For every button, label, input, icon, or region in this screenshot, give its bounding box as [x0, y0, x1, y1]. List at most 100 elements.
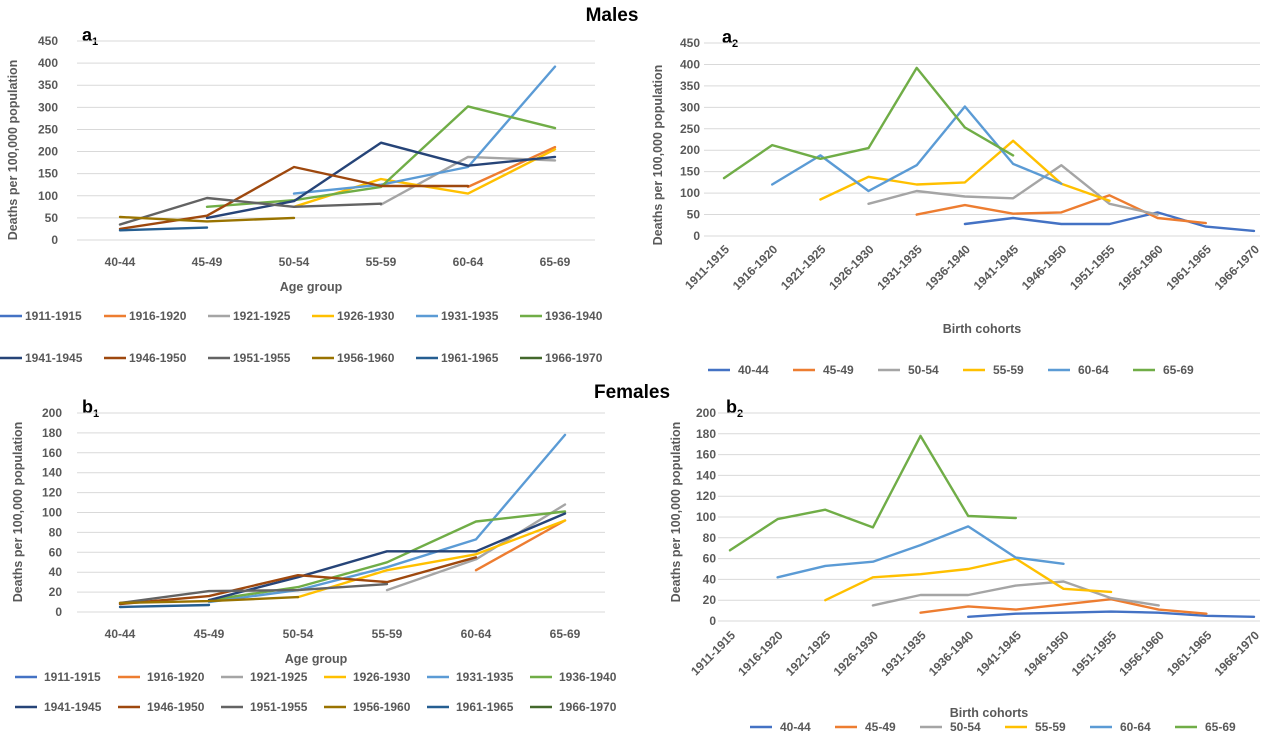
x-tick-label: 1966-1970 [1212, 628, 1263, 679]
legend-label: 1966-1970 [559, 700, 617, 714]
legend-label: 65-69 [1163, 363, 1194, 377]
y-tick-label: 200 [38, 145, 58, 159]
series-line-1921-1925 [385, 503, 567, 592]
x-tick-label: 1921-1925 [783, 628, 834, 679]
chart-b1: b1 0 20 40 60 80 100 120 140 160 180 200 Deaths per … [11, 397, 617, 714]
males-title: Males [586, 5, 639, 26]
y-tick-label: 160 [696, 448, 716, 462]
legend-label: 1911-1915 [25, 309, 82, 323]
chart-b2: b2 0 20 40 60 80 100 120 140 160 180 200 Deaths per … [669, 397, 1262, 734]
legend-label: 55-59 [993, 363, 1024, 377]
y-tick-label: 40 [703, 572, 717, 586]
legend-label: 1961-1965 [441, 351, 499, 365]
x-tick-label: 65-69 [540, 255, 571, 269]
y-tick-label: 60 [49, 545, 63, 559]
y-tick-label: 350 [38, 78, 58, 92]
x-tick-label: 1916-1920 [735, 628, 786, 679]
x-tick-label: 40-44 [105, 627, 136, 641]
x-tick-label: 55-59 [372, 627, 403, 641]
legend-label: 55-59 [1035, 720, 1066, 734]
legend-label: 1941-1945 [25, 351, 83, 365]
series-line-1916-1920 [466, 145, 557, 189]
y-tick-label: 300 [38, 100, 58, 114]
x-tick-label: 1951-1955 [1069, 628, 1120, 679]
series-line-60-64 [776, 525, 1065, 579]
x-tick-label: 1956-1960 [1116, 628, 1167, 679]
x-tick-label: 1961-1965 [1164, 628, 1215, 679]
y-tick-label: 450 [680, 36, 700, 50]
y-tick-label: 180 [696, 427, 716, 441]
x-tick-label: 60-64 [453, 255, 484, 269]
legend-label: 1956-1960 [353, 700, 411, 714]
legend-label: 65-69 [1205, 720, 1236, 734]
y-tick-label: 180 [42, 426, 62, 440]
legend-label: 40-44 [780, 720, 811, 734]
legend-label: 1936-1940 [545, 309, 603, 323]
series-line-45-49 [915, 194, 1207, 225]
y-tick-label: 150 [38, 167, 58, 181]
series-line-60-64 [771, 105, 1063, 193]
series-line-55-59 [824, 557, 1113, 602]
y-tick-label: 150 [680, 165, 700, 179]
series-line-1951-1955 [118, 196, 383, 226]
x-tick-label: 1936-1940 [926, 628, 977, 679]
y-tick-label: 0 [693, 229, 700, 243]
x-tick-label: 60-64 [461, 627, 492, 641]
x-axis-title: Age group [280, 280, 343, 294]
y-tick-label: 60 [703, 552, 717, 566]
y-tick-label: 200 [696, 406, 716, 420]
series-line-1916-1920 [474, 519, 567, 572]
legend-label: 1916-1920 [129, 309, 187, 323]
series-line-1941-1945 [207, 512, 567, 602]
y-tick-label: 250 [38, 122, 58, 136]
y-tick-label: 400 [680, 57, 700, 71]
x-axis-title: Age group [285, 652, 348, 666]
y-tick-label: 200 [680, 143, 700, 157]
y-tick-label: 120 [42, 486, 62, 500]
y-tick-label: 350 [680, 79, 700, 93]
series-line-45-49 [919, 598, 1208, 615]
series-line-1961-1965 [118, 603, 211, 609]
y-axis-title: Deaths per 100,000 population [6, 60, 20, 241]
series-line-1926-1930 [296, 519, 567, 599]
legend-label: 1946-1950 [147, 700, 205, 714]
y-tick-label: 120 [696, 489, 716, 503]
series-line-40-44 [963, 211, 1256, 233]
legend-label: 60-64 [1078, 363, 1109, 377]
x-tick-label: 1926-1930 [831, 628, 882, 679]
legend-label: 1926-1930 [337, 309, 395, 323]
x-tick-label: 45-49 [194, 627, 225, 641]
legend-label: 50-54 [950, 720, 981, 734]
legend-label: 45-49 [823, 363, 854, 377]
series-line-1936-1940 [205, 105, 557, 208]
legend-label: 1951-1955 [250, 700, 308, 714]
legend-label: 1921-1925 [250, 670, 308, 684]
legend-label: 1926-1930 [353, 670, 411, 684]
x-tick-label: 50-54 [279, 255, 310, 269]
females-title: Females [594, 382, 670, 403]
x-tick-label: 1921-1925 [778, 242, 829, 293]
x-tick-label: 65-69 [550, 627, 581, 641]
x-tick-label: 1931-1935 [878, 628, 929, 679]
y-tick-label: 80 [49, 525, 63, 539]
x-tick-label: 1941-1945 [971, 242, 1022, 293]
y-tick-label: 0 [55, 605, 62, 619]
panel-label-subscript: 1 [92, 36, 98, 48]
y-tick-label: 250 [680, 122, 700, 136]
legend: 1911-1915 1916-1920 1921-1925 1926-1930 1931… [0, 309, 603, 365]
x-tick-label: 1911-1915 [688, 628, 738, 678]
x-axis-title: Birth cohorts [943, 322, 1022, 336]
panel-label-subscript: 1 [93, 408, 99, 420]
legend-label: 50-54 [908, 363, 939, 377]
chart-a1: a1 0 50 100 150 200 250 300 350 400 450 Deaths per … [0, 25, 603, 365]
panel-label: a1 [82, 25, 98, 48]
legend-label: 1951-1955 [233, 351, 291, 365]
panel-label: b1 [82, 397, 99, 420]
x-tick-label: 1916-1920 [730, 242, 781, 293]
legend-label: 1941-1945 [44, 700, 102, 714]
series-line-1961-1965 [118, 226, 209, 232]
legend: 1911-1915 1916-1920 1921-1925 1926-1930 1931… [15, 670, 617, 714]
x-tick-label: 1941-1945 [973, 628, 1024, 679]
series-line-40-44 [967, 610, 1256, 618]
